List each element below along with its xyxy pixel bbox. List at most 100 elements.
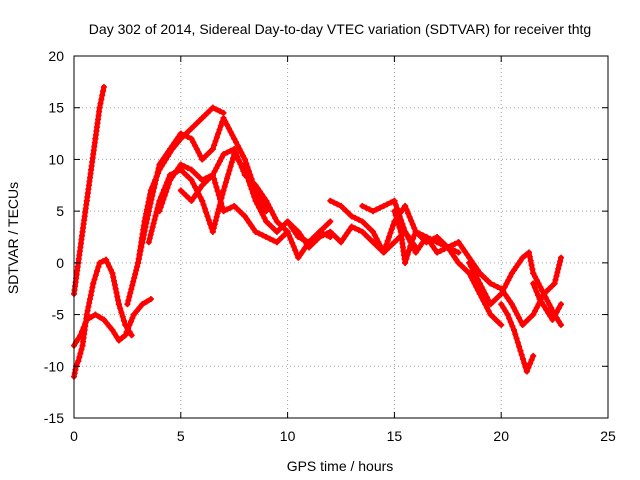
data-point-marker bbox=[391, 197, 398, 204]
data-point-marker bbox=[512, 331, 519, 338]
data-point-marker bbox=[119, 313, 126, 320]
data-point-marker bbox=[163, 188, 170, 195]
data-point-marker bbox=[113, 333, 120, 340]
data-point-marker bbox=[79, 328, 86, 335]
data-point-marker bbox=[95, 263, 102, 270]
data-point-marker bbox=[194, 188, 201, 195]
data-point-marker bbox=[535, 280, 542, 287]
data-point-marker bbox=[133, 267, 140, 274]
data-point-marker bbox=[145, 208, 152, 215]
data-point-marker bbox=[297, 231, 304, 238]
data-point-marker bbox=[237, 160, 244, 167]
data-point-marker bbox=[96, 259, 103, 266]
data-point-marker bbox=[211, 175, 218, 182]
data-point-marker bbox=[203, 209, 210, 216]
data-point-marker bbox=[96, 314, 103, 321]
data-point-marker bbox=[173, 136, 180, 143]
data-point-marker bbox=[110, 274, 117, 281]
data-point-marker bbox=[437, 240, 444, 247]
data-point-marker bbox=[181, 132, 188, 139]
data-point-marker bbox=[213, 134, 220, 141]
data-point-marker bbox=[234, 142, 241, 149]
data-point-marker bbox=[517, 318, 524, 325]
data-point-marker bbox=[221, 183, 228, 190]
data-point-marker bbox=[184, 134, 191, 141]
data-point-marker bbox=[266, 235, 273, 242]
data-point-marker bbox=[160, 155, 167, 162]
data-point-marker bbox=[556, 262, 563, 269]
data-point-marker bbox=[148, 196, 155, 203]
data-point-marker bbox=[261, 204, 268, 211]
data-point-marker bbox=[104, 260, 111, 267]
data-point-marker bbox=[125, 325, 132, 332]
data-point-marker bbox=[248, 222, 255, 229]
data-point-marker bbox=[491, 282, 498, 289]
data-point-marker bbox=[383, 241, 390, 248]
data-point-marker bbox=[228, 159, 235, 166]
data-point-marker bbox=[549, 316, 556, 323]
data-point-marker bbox=[483, 304, 490, 311]
data-point-marker bbox=[476, 280, 483, 287]
data-point-marker bbox=[215, 161, 222, 168]
data-point-marker bbox=[229, 132, 236, 139]
data-point-marker bbox=[530, 352, 537, 359]
data-point-marker bbox=[338, 239, 344, 246]
data-point-marker bbox=[256, 230, 263, 237]
data-point-marker bbox=[295, 254, 302, 261]
data-point-marker bbox=[498, 285, 505, 292]
data-point-marker bbox=[537, 283, 544, 290]
data-point-marker bbox=[530, 311, 537, 318]
data-point-marker bbox=[256, 204, 263, 211]
data-point-marker bbox=[109, 327, 116, 334]
data-point-marker bbox=[295, 228, 302, 235]
data-point-marker bbox=[146, 235, 153, 242]
data-point-marker bbox=[135, 255, 142, 262]
data-point-marker bbox=[109, 270, 116, 277]
data-point-marker bbox=[270, 237, 277, 244]
data-point-marker bbox=[483, 294, 490, 301]
data-point-marker bbox=[115, 297, 122, 304]
data-point-marker bbox=[485, 308, 492, 315]
data-point-marker bbox=[151, 216, 158, 223]
data-point-marker bbox=[151, 184, 158, 191]
data-point-marker bbox=[513, 335, 520, 342]
data-point-marker bbox=[531, 284, 538, 291]
data-point-marker bbox=[382, 245, 389, 252]
data-point-marker bbox=[446, 247, 453, 254]
x-tick-label: 25 bbox=[600, 428, 616, 444]
data-point-marker bbox=[111, 281, 118, 288]
data-point-marker bbox=[100, 84, 107, 91]
data-point-marker bbox=[214, 210, 221, 217]
data-point-marker bbox=[404, 251, 411, 258]
data-point-marker bbox=[419, 240, 426, 247]
data-point-marker bbox=[482, 290, 489, 297]
data-point-marker bbox=[148, 227, 155, 234]
data-point-marker bbox=[130, 278, 137, 285]
data-point-marker bbox=[257, 208, 264, 215]
data-point-marker bbox=[504, 295, 511, 302]
y-tick-label: 10 bbox=[48, 151, 64, 167]
data-point-marker bbox=[316, 234, 323, 240]
axis-ticks: 0 5 10 15 20 25 -15 -10 -5 0 5 10 15 20 bbox=[44, 48, 616, 444]
data-point-marker bbox=[151, 180, 158, 187]
data-point-marker bbox=[227, 204, 234, 211]
data-point-marker bbox=[164, 149, 171, 156]
data-point-marker bbox=[251, 193, 258, 200]
data-point-marker bbox=[348, 223, 355, 230]
data-point-marker bbox=[473, 283, 480, 290]
data-point-marker bbox=[540, 302, 547, 309]
data-point-marker bbox=[441, 246, 448, 253]
data-point-marker bbox=[544, 297, 551, 304]
data-point-marker bbox=[128, 332, 135, 339]
data-point-marker bbox=[429, 243, 436, 250]
data-point-marker bbox=[227, 147, 234, 154]
data-point-marker bbox=[150, 220, 157, 227]
data-point-marker bbox=[519, 356, 526, 363]
data-point-marker bbox=[86, 299, 93, 306]
data-point-marker bbox=[373, 235, 380, 242]
data-point-marker bbox=[370, 228, 377, 235]
data-point-marker bbox=[138, 243, 145, 250]
data-point-marker bbox=[423, 234, 430, 240]
series-arc-3 bbox=[71, 296, 154, 349]
data-point-marker bbox=[197, 185, 204, 192]
